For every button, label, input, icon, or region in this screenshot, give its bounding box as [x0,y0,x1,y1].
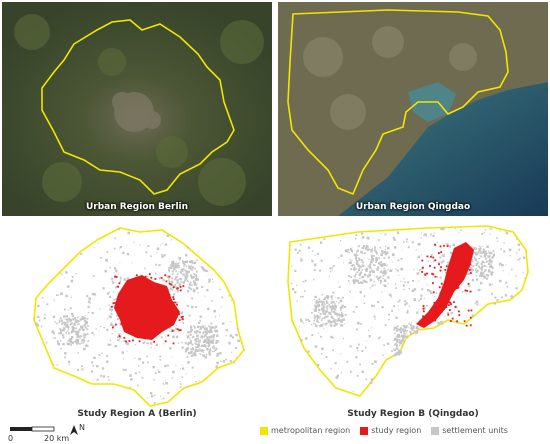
caption-study-region-a: Study Region A (Berlin) [77,409,197,419]
legend-swatch-study [360,426,369,435]
satellite-panel-berlin: Urban Region Berlin [2,2,272,216]
caption-urban-region-qingdao: Urban Region Qingdao [355,202,471,212]
study-map-qingdao [287,225,529,397]
study-map-berlin [33,227,245,407]
metropolitan-boundary-qingdao [287,9,509,196]
caption-urban-region-berlin: Urban Region Berlin [85,202,189,212]
settlement-units-qingdao [290,227,526,392]
legend-swatch-settlement [431,426,440,435]
satellite-image-berlin [2,2,272,216]
study-region-berlin [114,275,180,340]
legend-item-settlement-units: settlement units [431,426,508,435]
legend-label-settlement: settlement units [442,426,508,435]
scale-label-start: 0 [8,434,14,443]
metropolitan-boundary-berlin [41,19,235,195]
study-map-panel-qingdao: Study Region B (Qingdao) [278,220,548,420]
study-map-panel-berlin: Study Region A (Berlin) [2,220,272,420]
legend-swatch-metropolitan [260,426,268,435]
scale-label-end: 20 km [44,434,70,443]
legend-item-metropolitan-region: metropolitan region [260,426,350,435]
caption-study-region-b: Study Region B (Qingdao) [347,409,479,419]
scale-bar: 0 20 km N [8,423,103,444]
satellite-image-qingdao [278,2,548,216]
north-arrow-icon [70,425,78,435]
study-region-qingdao [416,242,474,328]
legend-item-study-region: study region [360,426,421,435]
satellite-panel-qingdao: Urban Region Qingdao [278,2,548,216]
north-label: N [79,423,85,432]
legend-label-study: study region [371,426,422,435]
legend-label-metropolitan: metropolitan region [271,426,351,435]
legend: metropolitan region study region settlem… [260,426,508,435]
